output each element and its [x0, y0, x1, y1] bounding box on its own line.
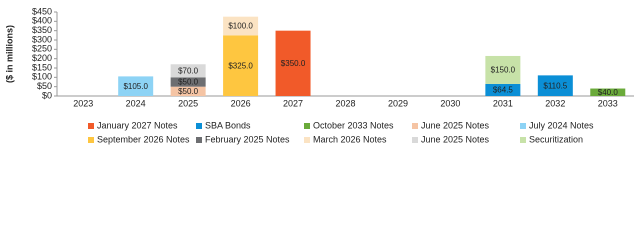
y-tick-label: $150	[32, 62, 52, 72]
bar-segment	[170, 77, 206, 87]
value-label: $50.0	[178, 78, 199, 87]
legend-label: February 2025 Notes	[205, 134, 290, 144]
y-tick-label: $100	[32, 72, 52, 82]
y-tick-label: $0	[42, 90, 52, 100]
y-tick-label: $450	[32, 6, 52, 16]
legend-swatch	[520, 137, 526, 143]
bar-segment	[170, 86, 206, 96]
legend-swatch	[412, 137, 418, 143]
x-tick-label: 2029	[388, 98, 408, 108]
bar-segment	[537, 75, 573, 96]
legend-label: June 2025 Notes	[421, 120, 490, 130]
x-tick-label: 2031	[493, 98, 513, 108]
y-tick-label: $50	[37, 81, 52, 91]
x-tick-label: 2033	[598, 98, 618, 108]
y-tick-label: $350	[32, 25, 52, 35]
value-label: $100.0	[228, 22, 253, 31]
x-tick-label: 2026	[231, 98, 251, 108]
legend-swatch	[88, 123, 94, 129]
value-label: $150.0	[491, 66, 516, 75]
value-label: $64.5	[493, 86, 514, 95]
x-tick-label: 2028	[335, 98, 355, 108]
bar-segment	[223, 16, 259, 36]
value-label: $50.0	[178, 87, 199, 96]
legend-swatch	[304, 137, 310, 143]
legend-label: January 2027 Notes	[97, 120, 178, 130]
y-axis-label: ($ in millions)	[4, 25, 14, 83]
y-tick-label: $200	[32, 53, 52, 63]
bar-segment	[118, 76, 154, 96]
x-tick-label: 2032	[545, 98, 565, 108]
y-tick-label: $400	[32, 16, 52, 26]
bar-segment	[590, 88, 626, 96]
legend-swatch	[196, 123, 202, 129]
x-tick-label: 2027	[283, 98, 303, 108]
x-tick-label: 2025	[178, 98, 198, 108]
legend-label: SBA Bonds	[205, 120, 251, 130]
bar-segment	[275, 30, 311, 97]
value-label: $40.0	[598, 88, 619, 97]
value-label: $110.5	[543, 81, 567, 90]
legend-label: Securitization	[529, 134, 583, 144]
y-tick-label: $250	[32, 44, 52, 54]
legend-label: October 2033 Notes	[313, 120, 394, 130]
legend-swatch	[196, 137, 202, 143]
bar-segment	[485, 83, 521, 96]
legend-label: March 2026 Notes	[313, 134, 387, 144]
x-tick-label: 2024	[126, 98, 146, 108]
bar-segment	[170, 64, 206, 78]
legend-label: September 2026 Notes	[97, 134, 190, 144]
value-label: $70.0	[178, 66, 199, 75]
x-tick-label: 2030	[440, 98, 460, 108]
bar-segment	[485, 55, 521, 84]
legend-label: July 2024 Notes	[529, 120, 594, 130]
legend-swatch	[304, 123, 310, 129]
x-tick-label: 2023	[73, 98, 93, 108]
value-label: $105.0	[123, 82, 148, 91]
legend-swatch	[520, 123, 526, 129]
legend-label: June 2025 Notes	[421, 134, 490, 144]
y-tick-label: $300	[32, 34, 52, 44]
chart: ($ in millions) $0$50$100$150$200$250$30…	[4, 6, 634, 144]
legend-swatch	[412, 123, 418, 129]
bar-segment	[223, 35, 259, 96]
value-label: $325.0	[228, 61, 253, 70]
value-label: $350.0	[281, 59, 306, 68]
legend-swatch	[88, 137, 94, 143]
